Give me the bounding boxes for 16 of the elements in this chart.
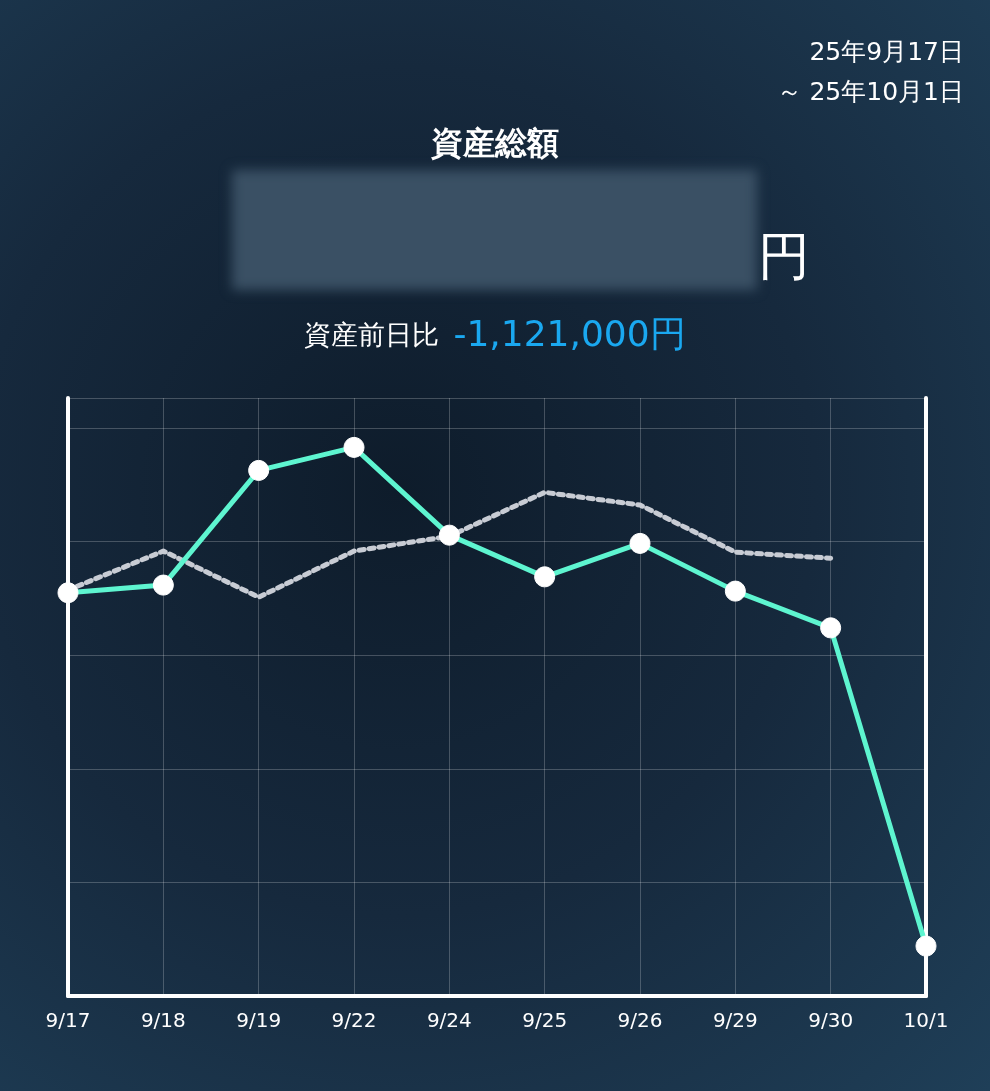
chart-title: 資産総額 — [430, 123, 560, 164]
x-tick-label: 9/25 — [522, 1008, 568, 1032]
text: 25年9月17日 — [808, 36, 964, 68]
text: -1,121,000円 — [453, 313, 686, 354]
text: 資産前日比 — [304, 318, 440, 350]
x-tick-label: 9/24 — [426, 1008, 472, 1032]
x-tick-label: 9/18 — [140, 1008, 186, 1032]
x-tick-label: 9/26 — [617, 1008, 663, 1032]
text: ～ 25年10月1日 — [776, 76, 964, 108]
x-tick-label: 9/29 — [712, 1008, 758, 1032]
x-tick-label: 9/30 — [808, 1008, 854, 1032]
x-tick-label: 9/19 — [236, 1008, 282, 1032]
x-tick-label: 10/1 — [903, 1008, 949, 1032]
text: 円 — [758, 225, 810, 288]
x-tick-label: 9/22 — [331, 1008, 377, 1032]
x-tick-label: 9/17 — [45, 1008, 91, 1032]
